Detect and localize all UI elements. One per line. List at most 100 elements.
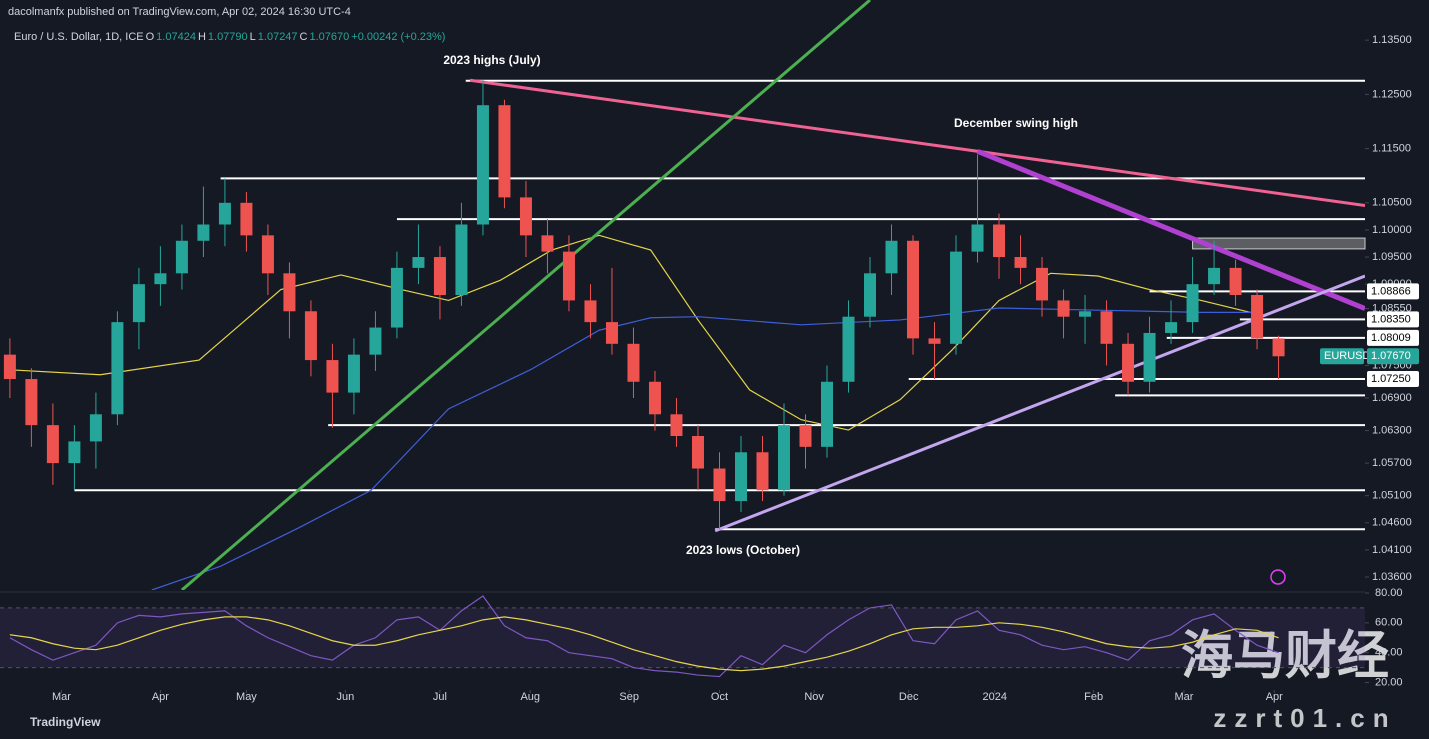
y-tick-label: 1.06300	[1372, 424, 1412, 436]
candle-body	[605, 322, 618, 344]
symbol-line: Euro / U.S. Dollar, 1D, ICE O 1.07424 H 1.07…	[14, 31, 447, 43]
candle-body	[864, 273, 877, 317]
x-tick-label: Sep	[619, 691, 639, 703]
candle-body	[261, 235, 274, 274]
candle-body	[584, 300, 597, 323]
candle-body	[1014, 257, 1027, 268]
candle-body	[390, 267, 403, 328]
candle-body	[1251, 295, 1264, 339]
level-label: 1.07250	[1371, 373, 1411, 385]
candle-body	[175, 240, 188, 274]
y-tick-label: 1.05100	[1372, 490, 1412, 502]
x-tick-label: May	[236, 691, 257, 703]
candle-body	[197, 224, 210, 241]
price-tag-name: EURUSD	[1324, 350, 1371, 362]
ohlc-key: H	[197, 31, 206, 43]
candle-body	[562, 251, 575, 301]
y-tick-label: 1.09500	[1372, 251, 1412, 263]
x-tick-label: Jul	[433, 691, 447, 703]
rsi-tick-label: 40.00	[1375, 647, 1403, 659]
rsi-tick-label: 80.00	[1375, 587, 1403, 599]
x-tick-label: Mar	[1174, 691, 1193, 703]
trendline	[469, 78, 1365, 208]
candle-body	[756, 452, 769, 491]
annotation: 2023 highs (July)	[443, 53, 540, 67]
candle-body	[1165, 322, 1178, 333]
x-tick-label: Feb	[1084, 691, 1103, 703]
candle-body	[111, 322, 124, 415]
rsi-tick-label: 20.00	[1375, 676, 1403, 688]
candle-body	[1036, 267, 1049, 301]
y-tick-label: 1.10000	[1372, 224, 1412, 236]
x-tick-label: Apr	[1266, 691, 1283, 703]
annotation: 2023 lows (October)	[686, 543, 800, 557]
candle-body	[283, 273, 296, 312]
candle-body	[1143, 332, 1156, 382]
y-tick-label: 1.13500	[1372, 34, 1412, 46]
ohlc-value: 1.07424	[156, 31, 196, 43]
x-tick-label: Dec	[899, 691, 919, 703]
candle-body	[240, 202, 253, 236]
candle-body	[326, 360, 339, 393]
candle-body	[691, 435, 704, 469]
x-tick-label: Apr	[152, 691, 169, 703]
candle-body	[993, 224, 1006, 258]
candle-body	[1100, 311, 1113, 344]
y-tick-label: 1.10500	[1372, 197, 1412, 209]
candle-body	[3, 354, 16, 380]
publisher: dacolmanfx published on TradingView.com,…	[8, 6, 351, 18]
ohlc-key: O	[145, 31, 155, 43]
candle-body	[218, 202, 231, 225]
candle-body	[132, 284, 145, 323]
candle-body	[25, 379, 38, 426]
y-tick-label: 1.04600	[1372, 517, 1412, 529]
level-label-box	[1367, 371, 1419, 388]
candle-body	[1079, 311, 1092, 317]
ohlc-value: 1.07670	[309, 31, 350, 43]
candle-body	[971, 224, 984, 252]
y-tick-label: 1.05700	[1372, 457, 1412, 469]
moving-average	[9, 234, 1262, 431]
rsi-band	[0, 607, 1365, 668]
zone	[1192, 237, 1366, 250]
candle-body	[68, 441, 81, 464]
ohlc-value: 1.07790	[207, 31, 248, 43]
candle-body	[1208, 267, 1221, 285]
annotation: December swing high	[954, 116, 1078, 130]
y-tick-label: 1.11500	[1372, 142, 1411, 154]
level-label: 1.08009	[1371, 332, 1411, 344]
rsi-tick-label: 60.00	[1375, 617, 1403, 629]
price-label-box	[1367, 348, 1419, 365]
footer-brand: TradingView	[30, 715, 101, 729]
trendline	[180, 0, 871, 590]
candle-body	[928, 338, 941, 344]
candle-body	[433, 257, 446, 295]
x-tick-label: Mar	[52, 691, 71, 703]
rsi-ma-line	[9, 616, 1279, 672]
level-label-box	[1367, 311, 1419, 328]
ohlc-value: 1.07247	[257, 31, 298, 43]
candle-body	[541, 235, 554, 252]
alert-icon[interactable]	[1270, 569, 1286, 585]
change: +0.00242 (+0.23%)	[351, 31, 446, 43]
candle-body	[670, 414, 683, 436]
x-tick-label: Jun	[336, 691, 354, 703]
candle-body	[1122, 343, 1135, 382]
candle-body	[885, 240, 898, 274]
candle-body	[46, 425, 59, 464]
x-tick-label: Oct	[711, 691, 728, 703]
candle-body	[820, 381, 833, 447]
y-tick-label: 1.12500	[1372, 88, 1412, 100]
symbol: Euro / U.S. Dollar, 1D, ICE	[14, 31, 144, 43]
x-tick-label: Aug	[520, 691, 540, 703]
level-label-box	[1367, 283, 1419, 300]
candle-body	[476, 105, 489, 225]
y-tick-label: 1.03600	[1372, 571, 1412, 583]
ohlc-key: C	[299, 31, 308, 43]
trendline	[976, 148, 1365, 311]
x-tick-label: 2024	[982, 691, 1006, 703]
y-tick-label: 1.06900	[1372, 392, 1412, 404]
candle-body	[648, 381, 661, 415]
